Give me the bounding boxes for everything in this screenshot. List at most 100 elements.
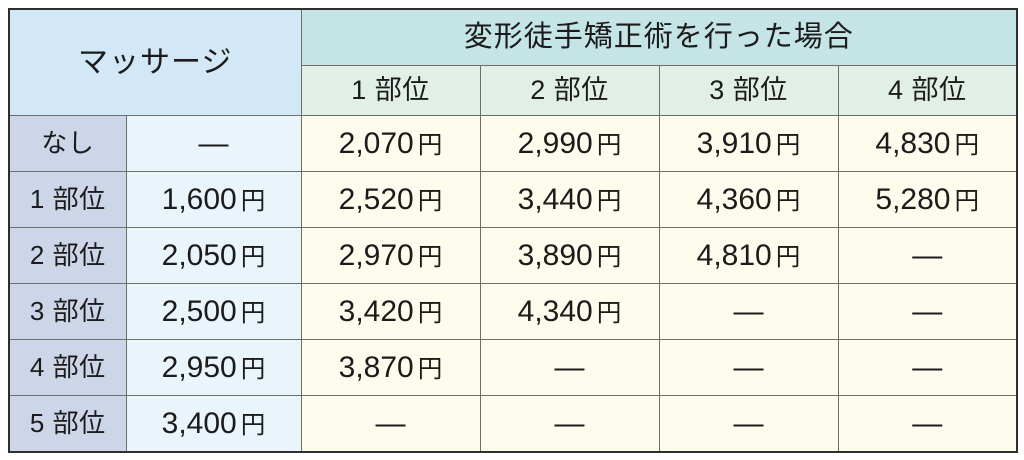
table-row: 4 部位 2,950 円 3,870 円 — — — (8, 339, 1018, 396)
price-amount: 2,520 (338, 183, 414, 216)
row-header-label: なし (8, 115, 127, 172)
currency-unit: 円 (596, 300, 622, 327)
fee-table-container: マッサージ 変形徒手矯正術を行った場合 1 部位 2 部位 3 部位 4 部位 なし —2,0… (8, 8, 1019, 453)
treatment-price-cell: 2,070 円 (300, 115, 481, 172)
massage-price-cell: 2,050 円 (125, 227, 302, 284)
table-row: 1 部位 1,600 円 2,520 円 3,440 円 4,360 円 5,280 円 (8, 171, 1018, 228)
treatment-price-cell: 4,810 円 (658, 227, 839, 284)
empty-marker: — (912, 239, 943, 272)
treatment-price-cell: 3,890 円 (479, 227, 660, 284)
price-amount: 4,830 (875, 127, 951, 160)
row-header-label: 4 部位 (8, 339, 127, 396)
treatment-price-cell: — (479, 339, 660, 396)
header-row-parts: 1 部位 2 部位 3 部位 4 部位 (9, 65, 1018, 116)
price-amount: 4,810 (696, 239, 772, 272)
price-amount: 2,970 (338, 239, 414, 272)
table-row: なし —2,070 円 2,990 円 3,910 円 4,830 円 (8, 115, 1018, 172)
price-amount: 3,890 (517, 239, 593, 272)
price-amount: 4,340 (517, 295, 593, 328)
header-part-4: 4 部位 (837, 65, 1018, 116)
massage-price-cell: 2,950 円 (125, 339, 302, 396)
currency-unit: 円 (954, 132, 980, 159)
table-row: 5 部位 3,400 円 — — — — (8, 395, 1018, 452)
price-amount: 1,600 (161, 183, 237, 216)
header-massage: マッサージ (8, 8, 302, 116)
massage-price-cell: — (125, 115, 302, 172)
empty-marker: — (912, 295, 943, 328)
currency-unit: 円 (240, 411, 266, 439)
price-amount: 4,360 (696, 183, 772, 216)
empty-marker: — (733, 406, 764, 440)
price-amount: 3,440 (517, 183, 593, 216)
currency-unit: 円 (417, 188, 443, 215)
currency-unit: 円 (417, 132, 443, 159)
currency-unit: 円 (417, 356, 443, 383)
row-header-label: 2 部位 (8, 227, 127, 284)
treatment-price-cell: 2,520 円 (300, 171, 481, 228)
empty-marker: — (912, 351, 943, 384)
header-part-3: 3 部位 (658, 65, 839, 116)
empty-marker: — (375, 406, 406, 440)
empty-marker: — (733, 295, 764, 328)
currency-unit: 円 (596, 188, 622, 215)
currency-unit: 円 (775, 244, 801, 271)
currency-unit: 円 (240, 356, 266, 383)
price-amount: 2,990 (517, 127, 593, 160)
price-amount: 2,070 (338, 127, 414, 160)
treatment-price-cell: — (837, 395, 1018, 452)
treatment-price-cell: — (837, 283, 1018, 340)
table-row: 3 部位 2,500 円 3,420 円 4,340 円 — — (8, 283, 1018, 340)
treatment-price-cell: — (658, 283, 839, 340)
currency-unit: 円 (775, 132, 801, 159)
treatment-price-cell: — (300, 395, 481, 452)
massage-price-cell: 2,500 円 (125, 283, 302, 340)
price-amount: 2,950 (161, 351, 237, 384)
treatment-price-cell: — (837, 227, 1018, 284)
currency-unit: 円 (240, 300, 266, 327)
empty-marker: — (554, 406, 585, 440)
treatment-price-cell: 4,360 円 (658, 171, 839, 228)
treatment-price-cell: 3,440 円 (479, 171, 660, 228)
treatment-price-cell: 3,870 円 (300, 339, 481, 396)
treatment-price-cell: — (658, 395, 839, 452)
empty-marker: — (733, 351, 764, 384)
header-part-1: 1 部位 (300, 65, 481, 116)
treatment-price-cell: 3,420 円 (300, 283, 481, 340)
empty-marker: — (912, 406, 943, 440)
massage-treatment-fee-table: マッサージ 変形徒手矯正術を行った場合 1 部位 2 部位 3 部位 4 部位 なし —2,0… (8, 8, 1019, 453)
empty-marker: — (554, 351, 585, 384)
price-amount: 3,400 (161, 406, 237, 440)
treatment-price-cell: 2,970 円 (300, 227, 481, 284)
row-header-label: 1 部位 (8, 171, 127, 228)
currency-unit: 円 (596, 244, 622, 271)
treatment-price-cell: 5,280 円 (837, 171, 1018, 228)
treatment-price-cell: 4,830 円 (837, 115, 1018, 172)
currency-unit: 円 (417, 300, 443, 327)
treatment-price-cell: 2,990 円 (479, 115, 660, 172)
treatment-price-cell: — (658, 339, 839, 396)
treatment-price-cell: — (479, 395, 660, 452)
currency-unit: 円 (596, 132, 622, 159)
currency-unit: 円 (240, 188, 266, 215)
massage-price-cell: 3,400 円 (125, 395, 302, 452)
header-treatment-group: 変形徒手矯正術を行った場合 (300, 8, 1018, 66)
table-row: 2 部位 2,050 円 2,970 円 3,890 円 4,810 円 — (8, 227, 1018, 284)
price-amount: 3,870 (338, 351, 414, 384)
massage-price-cell: 1,600 円 (125, 171, 302, 228)
treatment-price-cell: 4,340 円 (479, 283, 660, 340)
empty-marker: — (198, 127, 229, 160)
currency-unit: 円 (775, 188, 801, 215)
currency-unit: 円 (240, 244, 266, 271)
row-header-label: 5 部位 (8, 395, 127, 452)
header-row-primary: マッサージ 変形徒手矯正術を行った場合 (8, 8, 1018, 116)
treatment-price-cell: — (837, 339, 1018, 396)
price-amount: 5,280 (875, 183, 951, 216)
treatment-price-cell: 3,910 円 (658, 115, 839, 172)
currency-unit: 円 (417, 244, 443, 271)
price-amount: 3,420 (338, 295, 414, 328)
row-header-label: 3 部位 (8, 283, 127, 340)
price-amount: 3,910 (696, 127, 772, 160)
price-amount: 2,500 (161, 295, 237, 328)
currency-unit: 円 (954, 188, 980, 215)
price-amount: 2,050 (161, 239, 237, 272)
